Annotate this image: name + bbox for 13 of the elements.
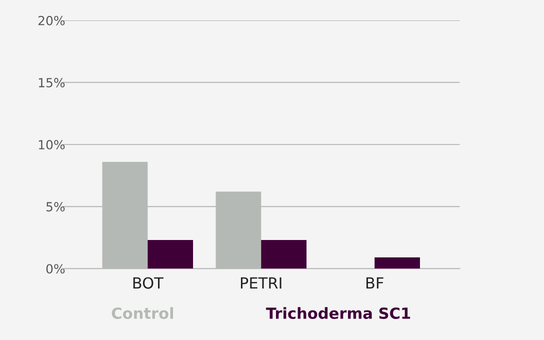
x-tick-label: PETRI <box>240 277 282 289</box>
text: Control <box>112 307 173 319</box>
y-tick-label: 15% <box>38 78 65 88</box>
bar <box>261 240 307 269</box>
y-tick-label: 10% <box>38 140 65 150</box>
bar <box>148 240 194 269</box>
x-tick-label: BF <box>366 277 384 289</box>
y-tick-label: 0% <box>46 264 65 274</box>
y-tick-label: 5% <box>46 202 65 212</box>
bar <box>374 257 420 269</box>
y-tick-label: 20% <box>38 16 65 26</box>
x-tick-label: BOT <box>133 277 164 289</box>
text: Trichoderma SC1 <box>266 307 410 319</box>
